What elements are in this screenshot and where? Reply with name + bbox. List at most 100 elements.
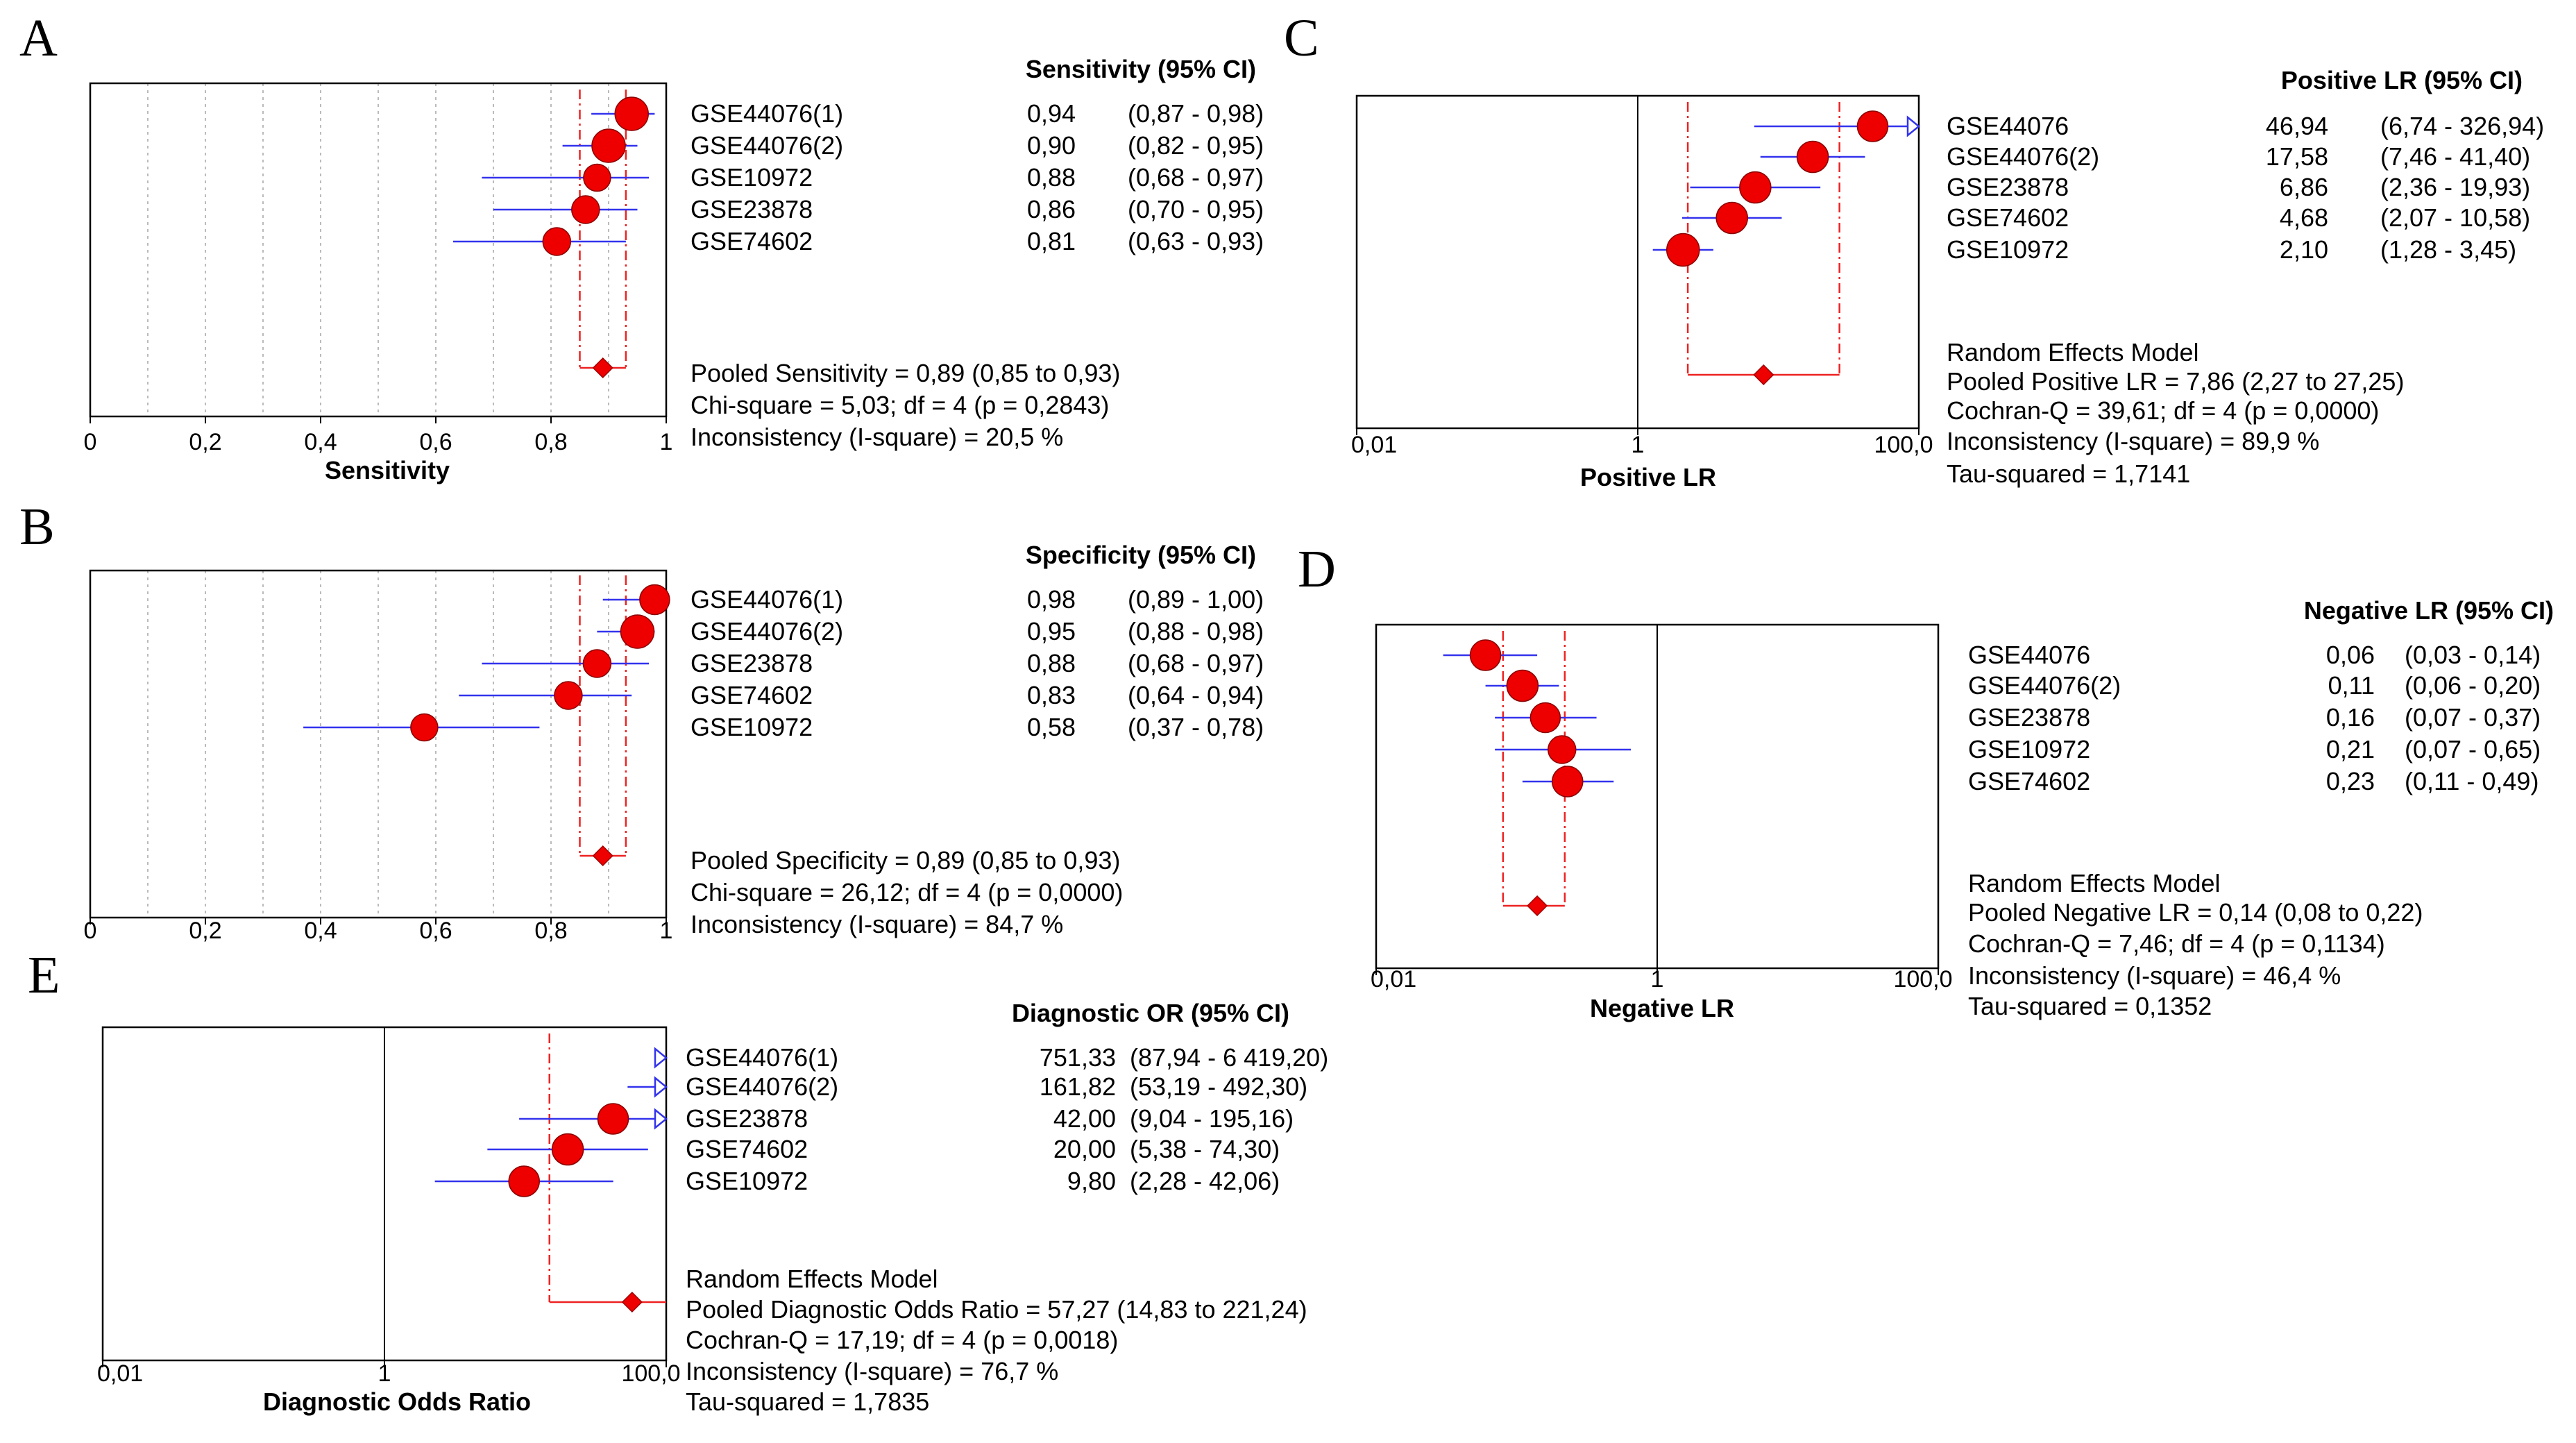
study-name: GSE44076(2) [1947,142,2099,171]
x-axis-label: Positive LR [1580,463,1716,491]
x-tick-label: 0,4 [304,918,337,944]
study-ci-text: (0,37 - 0,78) [1128,713,1264,741]
panel-letter: D [1298,540,1336,598]
plot-frame [89,82,668,418]
study-name: GSE10972 [690,713,813,741]
study-name: GSE44076(1) [690,585,843,614]
summary-line: Inconsistency (I-square) = 89,9 % [1947,427,2319,455]
study-ci-text: (0,68 - 0,97) [1128,649,1264,677]
summary-line: Pooled Diagnostic Odds Ratio = 57,27 (14… [686,1295,1307,1324]
study-name: GSE44076 [1947,112,2069,140]
study-ci-text: (0,70 - 0,95) [1128,195,1264,223]
x-tick-label: 0,2 [189,918,221,944]
x-tick-label: 0,8 [534,429,567,455]
study-ci-text: (0,06 - 0,20) [2405,671,2541,700]
study-ci-text: (0,82 - 0,95) [1128,131,1264,160]
study-value: 0,88 [1027,649,1076,677]
study-value: 0,98 [1027,585,1076,614]
study-estimate-marker [551,1133,584,1166]
study-estimate-marker [1530,702,1561,734]
summary-line: Pooled Specificity = 0,89 (0,85 to 0,93) [690,846,1120,875]
study-value: 0,86 [1027,195,1076,223]
study-estimate-marker [1666,233,1700,267]
study-estimate-marker [542,227,572,256]
summary-line: Random Effects Model [686,1265,938,1293]
summary-line: Tau-squared = 0,1352 [1968,992,2212,1020]
study-estimate-marker [582,649,612,678]
pooled-estimate-diamond [592,845,613,867]
pooled-estimate-diamond [592,357,613,379]
study-ci-text: (0,07 - 0,65) [2405,735,2541,763]
study-ci-text: (87,94 - 6 419,20) [1130,1043,1328,1072]
panel-letter: B [19,498,55,556]
study-value: 0,06 [2326,641,2375,669]
summary-line: Inconsistency (I-square) = 20,5 % [690,423,1063,451]
study-estimate-marker [571,195,600,224]
x-axis-label: Diagnostic Odds Ratio [263,1387,531,1416]
study-name: GSE44076(2) [1968,671,2121,700]
pooled-estimate-diamond [1527,895,1548,917]
study-ci-text: (9,04 - 195,16) [1130,1104,1294,1133]
study-estimate-marker [1739,171,1772,204]
study-estimate-marker [1506,669,1539,702]
study-estimate-marker [620,614,655,649]
study-estimate-marker [1469,639,1502,671]
plot-frame [89,569,668,919]
study-ci-text: (0,88 - 0,98) [1128,617,1264,645]
x-tick-label: 1 [660,429,673,455]
x-tick-label: 100,0 [1893,966,1952,993]
summary-line: Inconsistency (I-square) = 46,4 % [1968,961,2341,990]
study-name: GSE23878 [1947,173,2069,201]
study-estimate-marker [591,128,626,163]
column-header: Positive LR (95% CI) [2281,66,2523,94]
summary-line: Cochran-Q = 7,46; df = 4 (p = 0,1134) [1968,929,2385,958]
study-name: GSE74602 [690,681,813,709]
column-header: Specificity (95% CI) [1026,541,1256,569]
x-axis-label: Sensitivity [325,456,450,484]
study-name: GSE44076(2) [686,1072,838,1101]
ci-overflow-arrow-icon [654,1108,668,1130]
study-ci-text: (0,11 - 0,49) [2405,767,2539,795]
panel-letter: E [28,946,60,1004]
study-name: GSE23878 [686,1104,808,1133]
study-name: GSE74602 [1968,767,2090,795]
study-estimate-marker [597,1103,629,1135]
study-ci-text: (7,46 - 41,40) [2380,142,2530,171]
x-tick-label: 1 [660,918,673,944]
study-value: 0,58 [1027,713,1076,741]
study-value: 9,80 [1067,1167,1116,1195]
pooled-estimate-diamond [1753,364,1774,386]
study-value: 0,88 [1027,163,1076,192]
pooled-estimate-diamond [621,1291,643,1313]
study-value: 42,00 [1053,1104,1116,1133]
study-name: GSE23878 [690,195,813,223]
summary-line: Cochran-Q = 17,19; df = 4 (p = 0,0018) [686,1326,1118,1354]
study-value: 0,11 [2328,671,2375,700]
study-name: GSE44076 [1968,641,2090,669]
x-tick-label: 0,01 [1351,432,1397,458]
ci-overflow-arrow-icon [1906,115,1920,137]
study-ci-text: (0,87 - 0,98) [1128,99,1264,128]
study-estimate-marker [614,96,649,131]
column-header: Diagnostic OR (95% CI) [1012,999,1289,1027]
study-estimate-marker [554,681,583,710]
panel-letter: A [19,9,58,67]
study-value: 17,58 [2266,142,2328,171]
x-tick-label: 0,2 [189,429,221,455]
study-value: 751,33 [1040,1043,1116,1072]
study-name: GSE10972 [1947,235,2069,264]
x-tick-label: 1 [1632,432,1645,458]
study-ci-text: (2,36 - 19,93) [2380,173,2530,201]
study-ci-text: (0,64 - 0,94) [1128,681,1264,709]
study-name: GSE10972 [690,163,813,192]
ci-overflow-arrow-icon [654,1076,668,1098]
study-name: GSE44076(2) [690,617,843,645]
study-value: 0,83 [1027,681,1076,709]
study-estimate-marker [1796,140,1829,174]
x-tick-label: 0 [84,429,97,455]
panel-d: D 0,01 1 100,0 Negative LR GSE44076 0,06 (0,03 … [1298,540,2554,1022]
summary-line: Pooled Negative LR = 0,14 (0,08 to 0,22) [1968,898,2423,927]
study-value: 0,21 [2326,735,2375,763]
study-estimate-marker [508,1165,540,1197]
